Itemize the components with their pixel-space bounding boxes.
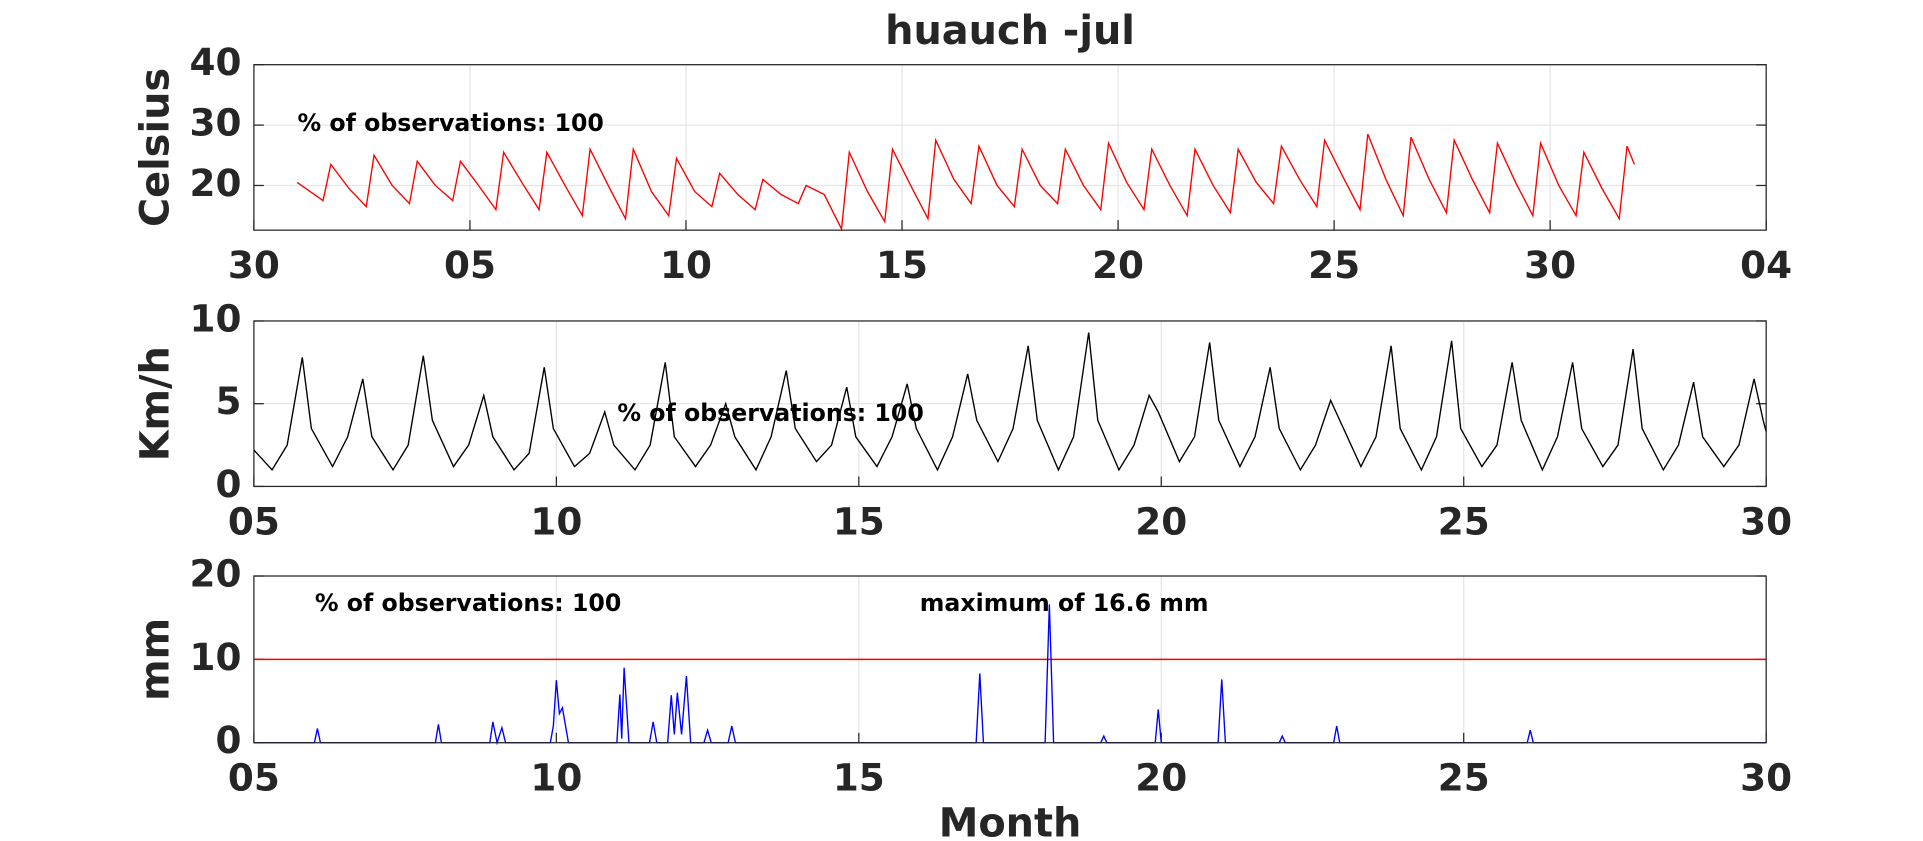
y-tick-label: 0: [215, 462, 241, 506]
x-tick-label: 05: [228, 499, 280, 543]
x-tick-label: 25: [1438, 756, 1490, 800]
y-axis-label: Celsius: [133, 68, 179, 227]
y-tick-label: 30: [189, 101, 241, 145]
y-tick-label: 20: [189, 552, 241, 596]
x-tick-label: 10: [660, 243, 712, 287]
y-tick-label: 5: [215, 379, 241, 423]
x-tick-label: 10: [530, 756, 582, 800]
plot-frame: [253, 575, 1767, 744]
x-tick-label: 25: [1308, 243, 1360, 287]
x-tick-label: 20: [1135, 499, 1187, 543]
x-tick-label: 30: [1740, 756, 1792, 800]
x-tick-label: 05: [228, 756, 280, 800]
x-tick-label: 30: [1524, 243, 1576, 287]
annotation: % of observations: 100: [315, 589, 621, 617]
x-tick-label: 15: [833, 499, 885, 543]
y-tick-label: 40: [189, 40, 241, 84]
data-line: [253, 332, 1767, 472]
y-tick-label: 0: [215, 718, 241, 762]
y-axis-label: Km/h: [133, 346, 179, 461]
x-tick-label: 20: [1092, 243, 1144, 287]
data-line: [253, 604, 1767, 746]
chart-title: huauch -jul: [885, 8, 1135, 54]
data-line: [296, 133, 1636, 232]
x-tick-label: 04: [1740, 243, 1792, 287]
y-tick-label: 10: [189, 296, 241, 340]
x-tick-label: 30: [228, 243, 280, 287]
x-tick-label: 05: [444, 243, 496, 287]
plot-frame: [253, 320, 1767, 488]
x-tick-label: 15: [833, 756, 885, 800]
x-tick-label: 10: [530, 499, 582, 543]
annotation: % of observations: 100: [617, 399, 923, 427]
x-tick-label: 15: [876, 243, 928, 287]
x-tick-label: 20: [1135, 756, 1187, 800]
y-tick-label: 10: [189, 635, 241, 679]
x-tick-label: 25: [1438, 499, 1490, 543]
y-axis-label: mm: [133, 618, 179, 701]
plot-area: [253, 64, 1767, 231]
annotation: maximum of 16.6 mm: [920, 589, 1209, 617]
plot-frame: [253, 64, 1767, 231]
annotation: % of observations: 100: [297, 109, 603, 137]
x-tick-label: 30: [1740, 499, 1792, 543]
x-axis-label: Month: [939, 801, 1082, 841]
y-tick-label: 20: [189, 161, 241, 205]
